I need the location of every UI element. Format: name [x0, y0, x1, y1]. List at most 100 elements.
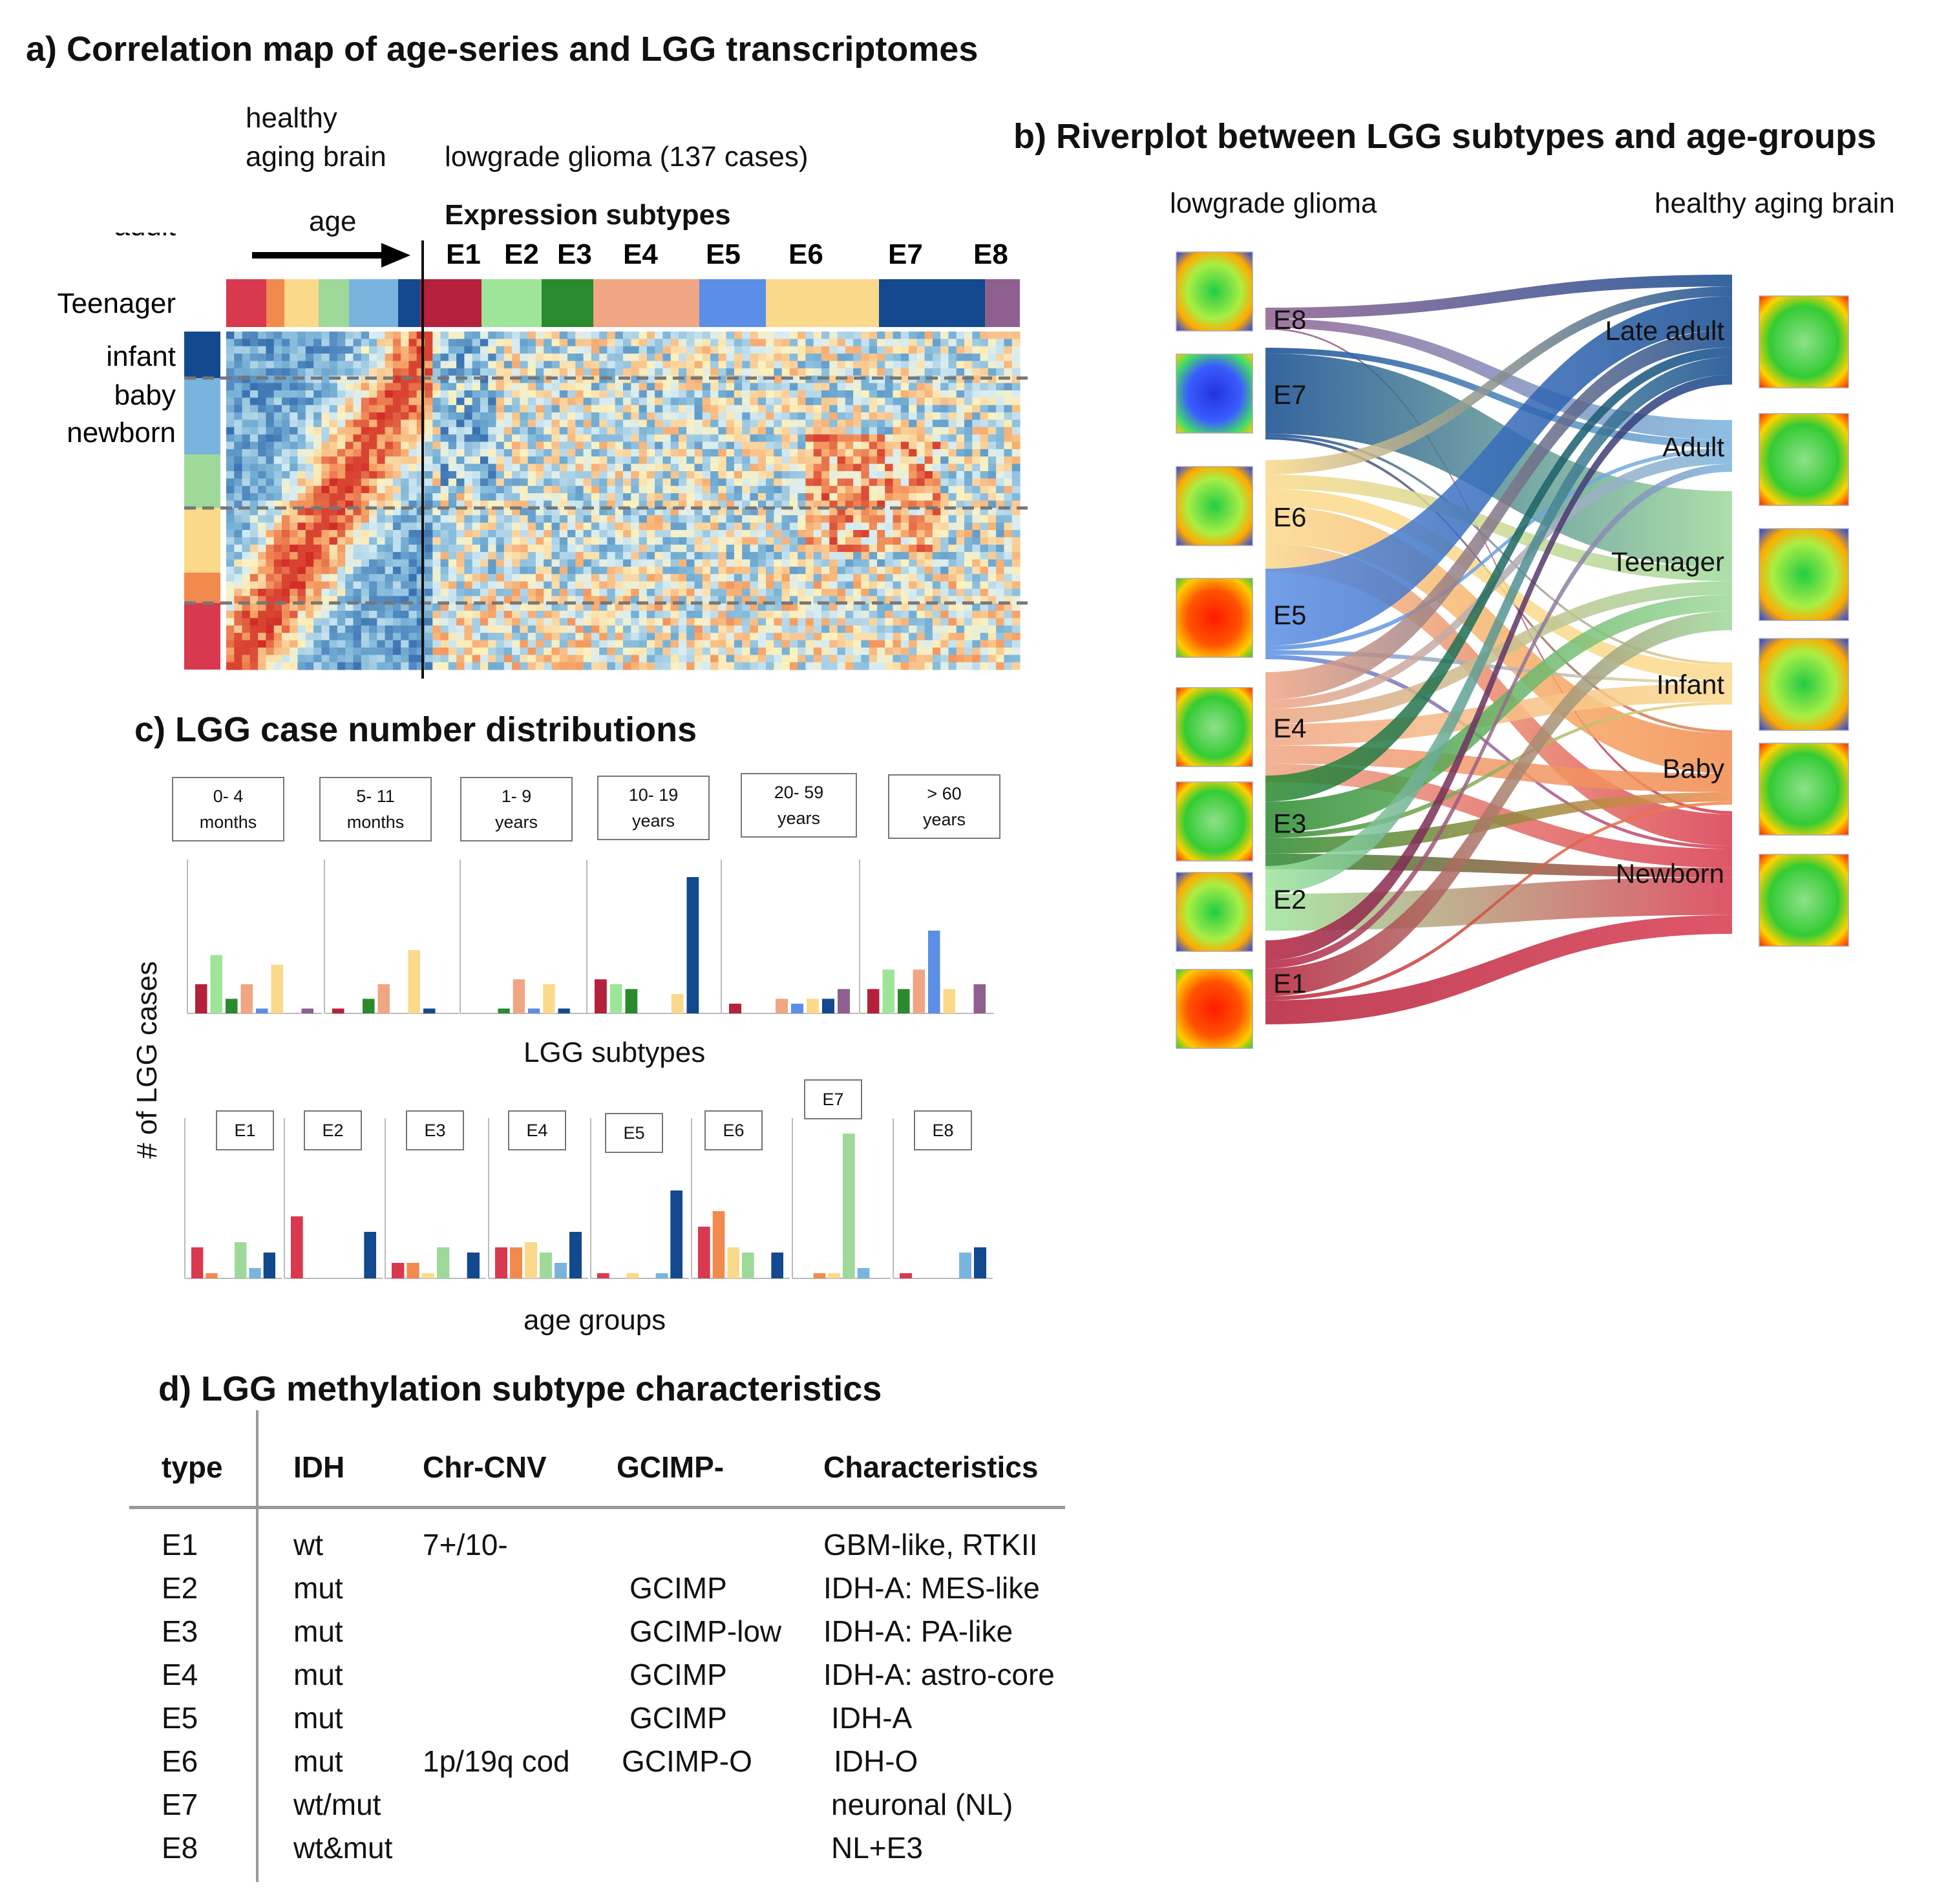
table-row: E3 mut GCIMP-low IDH-A: PA-like — [162, 1614, 1013, 1648]
lgg-cases-label: lowgrade glioma (137 cases) — [445, 141, 809, 173]
age-label: age — [309, 206, 357, 237]
heatmap-cells — [226, 332, 1021, 670]
subtype-label-e2: E2 — [504, 238, 539, 270]
bar-late_adult-e2 — [364, 1232, 376, 1278]
river-target-label-late-adult: Late adult — [1605, 315, 1725, 346]
subtype-label-e6: E6 — [788, 238, 823, 270]
bar-e1-age-4 — [595, 979, 607, 1013]
bar-newborn-e4 — [495, 1247, 507, 1278]
bar-late_adult-e5 — [670, 1190, 682, 1278]
methylation-table: type IDH Chr-CNV GCIMP- Characteristics … — [162, 1436, 1095, 1869]
river-flows — [1265, 275, 1732, 1024]
flow-e2-to-newborn — [1265, 877, 1732, 931]
bar-e3-age-4 — [625, 989, 638, 1013]
left-colorbar-newborn — [184, 603, 220, 670]
left-heatmap-thumb-e4 — [1176, 687, 1253, 767]
top-colorbar-baby — [266, 279, 284, 327]
bar-adult-e5 — [655, 1273, 668, 1278]
flow-e1-to-adult — [1265, 463, 1732, 969]
bar-e4-age-6 — [913, 969, 925, 1013]
top-colorbar-infant — [284, 279, 319, 327]
left-colorbar-baby — [184, 573, 220, 603]
river-target-label-baby: Baby — [1662, 754, 1724, 784]
flow-e5-to-adult — [1265, 448, 1732, 650]
bar-e7-age-2 — [423, 1008, 436, 1013]
top-colorbar-e3 — [542, 279, 593, 327]
left-colorbar-teenager — [184, 454, 220, 508]
healthy-label: healthy — [246, 102, 337, 134]
bar-e2-age-4 — [609, 984, 622, 1013]
header-characteristics: Characteristics — [823, 1450, 1039, 1484]
age-panel-chart-6 — [859, 860, 994, 1014]
bar-newborn-e2 — [291, 1216, 303, 1278]
flow-e3-to-late-adult — [1265, 347, 1732, 802]
bar-e6-age-6 — [943, 989, 955, 1013]
bar-teenager-e3 — [437, 1247, 450, 1278]
left-colorbar-adult — [184, 378, 220, 454]
top-colorbar-e8 — [985, 279, 1020, 327]
bar-late_adult-e6 — [771, 1253, 783, 1278]
top-colorbar-e5 — [699, 279, 766, 327]
age-panel-chart-1 — [187, 860, 322, 1014]
bar-e6-age-4 — [671, 993, 684, 1013]
bar-e8-age-1 — [301, 1008, 313, 1013]
age-panel-chart-3 — [460, 860, 593, 1014]
bar-late_adult-e3 — [467, 1253, 480, 1278]
river-target-label-newborn: Newborn — [1616, 858, 1724, 889]
subtype-box-e7: E7 — [804, 1079, 862, 1119]
bar-e3-age-2 — [363, 999, 375, 1013]
bar-e5-age-3 — [528, 1008, 540, 1013]
subtype-box-e8: E8 — [914, 1110, 972, 1150]
flow-e6-to-late-adult — [1265, 286, 1732, 475]
left-heatmap-thumb-e8 — [1176, 251, 1253, 332]
flow-e1-to-teenager — [1265, 611, 1732, 997]
subtype-panel-chart-e7 — [792, 1118, 891, 1279]
flow-e1-to-baby — [1265, 801, 1732, 1000]
flow-e3-to-newborn — [1265, 853, 1732, 878]
bar-e1-age-2 — [332, 1008, 344, 1013]
top-colorbar-e7 — [879, 279, 985, 327]
bar-newborn-e6 — [698, 1227, 710, 1278]
river-source-label-e4: E4 — [1273, 713, 1306, 743]
subtype-label-e5: E5 — [706, 238, 741, 270]
table-row: E1 wt 7+/10- GBM-like, RTKII — [162, 1527, 1038, 1561]
top-colorbar-e1 — [420, 279, 481, 327]
left-heatmap-thumb-e7 — [1176, 354, 1253, 434]
bar-newborn-e3 — [392, 1263, 405, 1278]
header-gcimp: GCIMP- — [617, 1450, 725, 1484]
right-heatmap-thumb-baby — [1759, 743, 1849, 836]
row-label-teenager: Teenager — [58, 288, 176, 319]
top-colorbar-teenager — [319, 279, 349, 327]
top-colorbar-e2 — [481, 279, 542, 327]
bar-baby-e6 — [712, 1211, 725, 1278]
bar-e4-age-3 — [513, 979, 525, 1013]
top-colorbar-late_adult — [398, 279, 420, 327]
left-heatmap-thumb-e3 — [1176, 781, 1253, 862]
table-row: E8 wt&mut NL+E3 — [162, 1830, 923, 1865]
bar-e8-age-6 — [973, 984, 986, 1013]
panel-d-title: d) LGG methylation subtype characteristi… — [158, 1370, 882, 1408]
bar-e6-age-2 — [408, 950, 420, 1013]
lgg-cases-ylabel: # of LGG cases — [131, 961, 163, 1159]
bar-e6-age-1 — [271, 964, 283, 1013]
bar-late_adult-e1 — [263, 1253, 275, 1278]
river-source-label-e6: E6 — [1273, 502, 1306, 533]
left-heatmap-thumb-e2 — [1176, 872, 1253, 952]
river-target-label-teenager: Teenager — [1611, 547, 1724, 577]
subtype-box-e2: E2 — [304, 1110, 362, 1150]
flow-e1-to-newborn — [1265, 915, 1732, 1024]
bar-e6-age-5 — [807, 999, 819, 1013]
expression-subtypes-header: Expression subtypes — [445, 199, 731, 231]
subtype-box-e5: E5 — [605, 1113, 663, 1153]
flow-e6-to-newborn — [1265, 543, 1732, 846]
left-colorbar-infant — [184, 508, 220, 573]
correlation-heatmap: E1E2E3E4E5E6E7E8late adultadultTeenageri… — [58, 233, 1028, 679]
age-groups-xlabel: age groups — [524, 1304, 666, 1336]
bar-teenager-e7 — [843, 1134, 855, 1278]
bar-newborn-e5 — [597, 1273, 609, 1278]
river-source-label-e5: E5 — [1273, 600, 1306, 630]
flow-e4-to-adult — [1265, 452, 1732, 709]
bar-infant-e6 — [727, 1247, 739, 1278]
age-box-1-9-years: 1- 9 years — [460, 777, 573, 841]
right-heatmap-thumb-late-adult — [1759, 295, 1849, 388]
